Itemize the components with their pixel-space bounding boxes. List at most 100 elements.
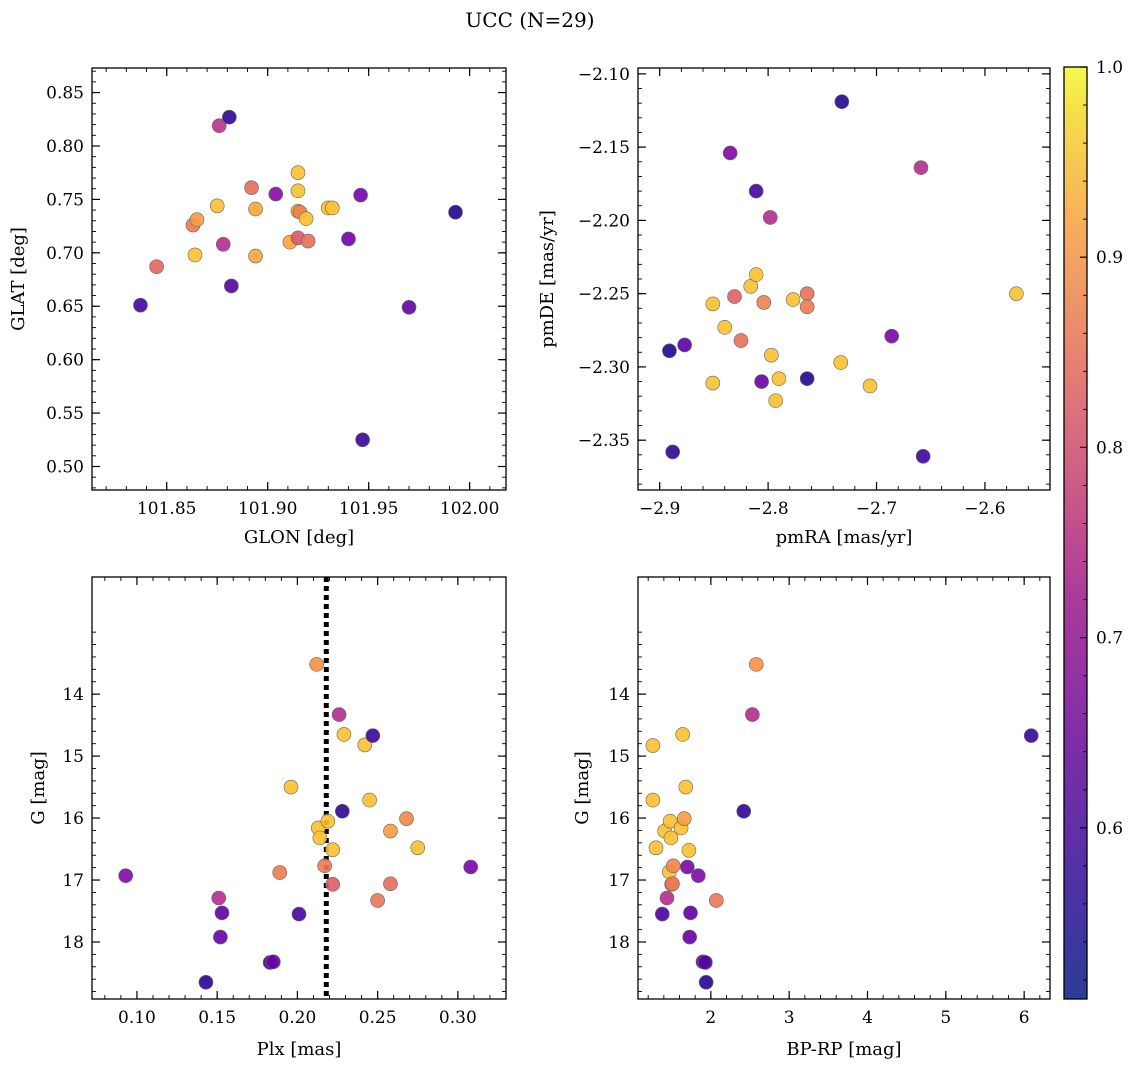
scatter-point	[320, 813, 336, 829]
y-tick-label: −2.30	[578, 358, 630, 378]
colorbar-ticks: 0.6 0.7 0.8 0.9 1.0	[1080, 58, 1123, 981]
scatter-point	[754, 374, 769, 389]
scatter-point	[248, 201, 263, 217]
scatter-point	[717, 320, 733, 335]
scatter-point	[365, 728, 381, 743]
scatter-point	[290, 183, 306, 199]
y-tick-label: 17	[62, 871, 84, 891]
scatter-point	[353, 187, 368, 203]
y-axis-label: G [mag]	[572, 751, 593, 824]
y-tick-label: 15	[62, 747, 84, 767]
y-tick-label: 17	[608, 871, 630, 891]
scatter-point	[748, 183, 764, 199]
scatter-point	[665, 876, 680, 892]
x-tick-label: 101.85	[137, 499, 196, 519]
scatter-point	[683, 905, 698, 921]
scatter-point	[370, 893, 385, 908]
plot-frame	[91, 67, 507, 491]
scatter-point	[209, 198, 225, 214]
scatter-point	[187, 247, 203, 263]
x-tick-label: 0.30	[439, 1008, 477, 1028]
scatter-point	[383, 823, 398, 839]
panel-glon-glat: 101.85 101.90 101.95 102.00 0.50 0.55 0.60 0.65…	[8, 67, 507, 548]
scatter-point	[383, 876, 398, 892]
y-tick-label: 0.85	[46, 84, 84, 104]
y-tick-label: −2.35	[578, 431, 630, 451]
scatter-point	[189, 212, 205, 228]
x-tick-label: 102.00	[440, 499, 499, 519]
colorbar-tick-label: 0.7	[1096, 629, 1123, 649]
scatter-point	[648, 840, 664, 856]
colorbar-tick-label: 0.9	[1096, 248, 1123, 268]
scatter-point	[331, 707, 347, 722]
scatter-point	[799, 371, 815, 386]
scatter-point	[698, 974, 714, 990]
x-axis-label: Plx [mas]	[257, 1039, 342, 1060]
scatter-point	[213, 929, 228, 945]
scatter-point	[736, 803, 752, 819]
colorbar-tick-label: 0.6	[1096, 819, 1123, 839]
scatter-point	[862, 378, 878, 394]
scatter-point	[675, 727, 690, 742]
scatter-point	[698, 955, 713, 970]
y-axis-label: G [mag]	[28, 751, 49, 824]
y-tick-label: 15	[608, 747, 630, 767]
scatter-point	[149, 259, 164, 275]
scatter-point	[291, 906, 307, 922]
ticks-layer: 101.85 101.90 101.95 102.00 0.50 0.55 0.60 0.65…	[46, 68, 506, 519]
points-layer	[133, 109, 463, 448]
x-axis-label: pmRA [mas/yr]	[776, 527, 913, 548]
scatter-point	[298, 211, 314, 226]
x-tick-label: 4	[862, 1008, 873, 1028]
y-tick-label: 16	[608, 809, 630, 829]
scatter-point	[913, 160, 929, 175]
y-tick-label: −2.20	[578, 211, 630, 231]
scatter-point	[300, 233, 316, 249]
scatter-point	[662, 343, 677, 359]
scatter-point	[678, 779, 694, 795]
scatter-point	[266, 954, 281, 970]
scatter-point	[799, 286, 815, 301]
y-tick-label: 0.80	[46, 137, 84, 157]
scatter-point	[214, 905, 230, 921]
scatter-point	[1009, 286, 1024, 301]
scatter-point	[662, 813, 678, 829]
ticks-layer: −2.9 −2.8 −2.7 −2.6 −2.35 −2.30 −2.25 −2.20 −2.1…	[578, 65, 1050, 519]
scatter-point	[401, 300, 417, 315]
y-tick-label: 14	[608, 685, 630, 705]
scatter-point	[325, 200, 340, 216]
scatter-point	[317, 858, 332, 874]
x-tick-label: 2	[705, 1008, 716, 1028]
scatter-point	[335, 803, 350, 819]
scatter-point	[118, 868, 133, 883]
scatter-point	[756, 295, 772, 310]
plot-frame	[91, 576, 507, 1000]
scatter-point	[1023, 728, 1039, 743]
scatter-point	[733, 333, 749, 348]
scatter-point	[676, 811, 692, 826]
scatter-point	[357, 737, 373, 753]
x-tick-label: 101.90	[238, 499, 297, 519]
colorbar-tick-label: 1.0	[1096, 58, 1123, 78]
scatter-point	[709, 893, 724, 908]
scatter-point	[785, 292, 801, 307]
scatter-point	[833, 355, 849, 370]
scatter-point	[336, 727, 352, 742]
colorbar-frame	[1063, 66, 1088, 1000]
x-tick-label: 5	[940, 1008, 951, 1028]
scatter-point	[705, 375, 721, 391]
scatter-point	[645, 792, 661, 808]
colorbar: 0.6 0.7 0.8 0.9 1.0	[1063, 58, 1123, 1000]
scatter-point	[654, 906, 670, 922]
scatter-point	[362, 792, 377, 808]
scatter-point	[272, 865, 288, 880]
scatter-point	[771, 371, 787, 386]
scatter-point	[355, 432, 370, 448]
scatter-point	[884, 328, 900, 344]
x-tick-label: 0.20	[278, 1008, 316, 1028]
scatter-point	[727, 289, 742, 304]
scatter-point	[290, 165, 306, 180]
ticks-layer: 0.10 0.15 0.20 0.25 0.30 14 15 16 17 18	[62, 577, 506, 1028]
y-tick-label: −2.25	[578, 285, 630, 305]
